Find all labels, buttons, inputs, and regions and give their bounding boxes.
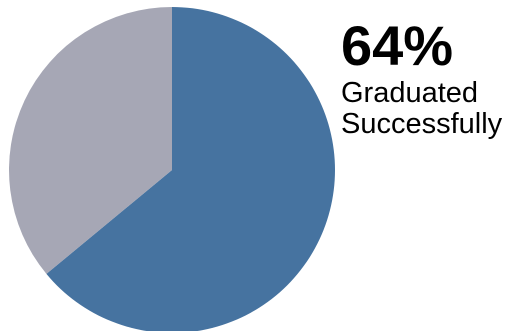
callout-label-line2: Successfully bbox=[341, 108, 503, 140]
percentage-value: 64% bbox=[341, 14, 454, 77]
callout: 64% Graduated Successfully bbox=[341, 14, 502, 140]
callout-label-line1: Graduated bbox=[341, 77, 479, 109]
pie-slice-1 bbox=[46, 7, 335, 331]
pie-slice-2 bbox=[8, 7, 172, 274]
pie-chart bbox=[8, 7, 335, 331]
